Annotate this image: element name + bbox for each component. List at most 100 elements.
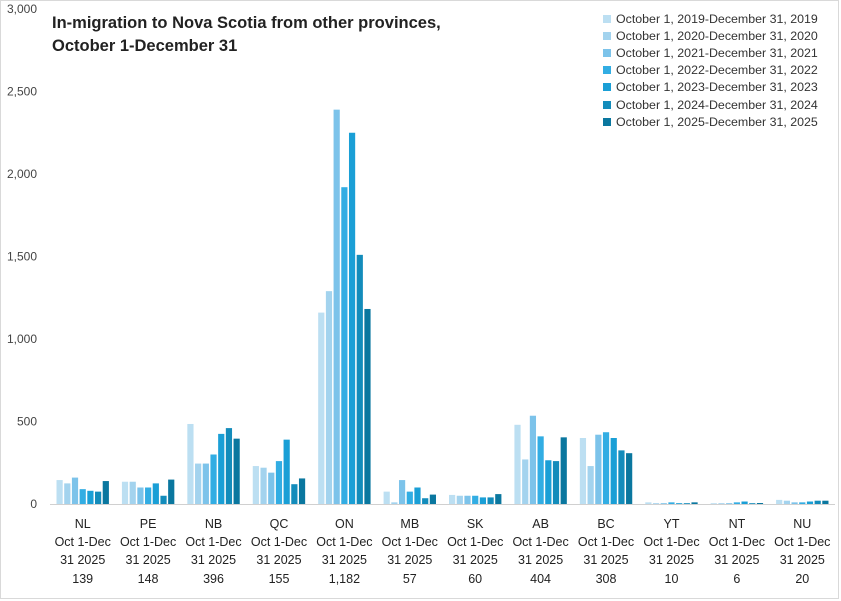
category-period-label: Oct 1-Dec — [382, 535, 438, 549]
bar-nu-series-2 — [783, 500, 790, 504]
legend-swatch — [603, 31, 611, 40]
category-code-label: BC — [597, 517, 614, 531]
legend-swatch — [603, 48, 611, 57]
chart-legend: October 1, 2019-December 31, 2019 October… — [603, 10, 818, 130]
bar-nt-series-3 — [726, 503, 733, 504]
category-code-label: AB — [532, 517, 549, 531]
y-tick-label: 2,000 — [7, 167, 37, 181]
bar-pe-series-5 — [152, 483, 159, 505]
bar-nb-series-4 — [210, 454, 217, 504]
bar-ab-series-1 — [514, 424, 521, 504]
legend-item: October 1, 2025-December 31, 2025 — [603, 113, 818, 130]
bar-qc-series-3 — [268, 472, 275, 504]
bar-on-series-6 — [356, 254, 363, 504]
legend-swatch — [603, 100, 611, 109]
bar-bc-series-5 — [610, 438, 617, 504]
bar-nb-series-1 — [187, 423, 194, 504]
bar-mb-series-3 — [398, 480, 406, 504]
category-period-label: Oct 1-Dec — [447, 535, 503, 549]
bar-yt-series-4 — [668, 502, 675, 504]
bar-yt-series-5 — [676, 503, 683, 504]
chart-title-line-2: October 1-December 31 — [52, 37, 238, 55]
bar-qc-series-4 — [275, 461, 283, 504]
category-value-label: 404 — [530, 572, 551, 586]
bar-nu-series-3 — [791, 502, 798, 504]
bar-qc-series-5 — [283, 439, 290, 504]
bar-ab-series-5 — [545, 460, 552, 504]
category-period2-label: 31 2025 — [126, 553, 171, 567]
bar-ab-series-2 — [522, 459, 529, 504]
bar-on-series-1 — [318, 312, 325, 504]
legend-item: October 1, 2024-December 31, 2024 — [603, 96, 818, 113]
legend-item: October 1, 2021-December 31, 2021 — [603, 44, 818, 61]
bar-bc-series-4 — [602, 432, 610, 504]
category-period-label: Oct 1-Dec — [120, 535, 176, 549]
bar-mb-series-7 — [429, 494, 436, 504]
bar-mb-series-6 — [422, 498, 429, 504]
category-value-label: 139 — [72, 572, 93, 586]
bar-nl-series-2 — [64, 483, 71, 505]
category-value-label: 148 — [138, 572, 159, 586]
legend-label: October 1, 2019-December 31, 2019 — [616, 11, 818, 26]
category-period-label: Oct 1-Dec — [185, 535, 241, 549]
legend-item: October 1, 2022-December 31, 2022 — [603, 62, 818, 79]
bar-on-series-4 — [341, 187, 348, 504]
bar-qc-series-2 — [260, 467, 267, 504]
category-period2-label: 31 2025 — [60, 553, 105, 567]
category-code-label: MB — [400, 517, 419, 531]
bar-on-series-2 — [325, 291, 333, 504]
bar-nl-series-5 — [87, 490, 94, 504]
category-period2-label: 31 2025 — [583, 553, 628, 567]
bar-nl-series-6 — [95, 491, 102, 505]
bar-mb-series-1 — [383, 491, 390, 505]
bar-nb-series-2 — [195, 463, 202, 504]
bar-mb-series-2 — [391, 502, 398, 504]
bar-nl-series-7 — [102, 481, 109, 504]
category-period-label: Oct 1-Dec — [512, 535, 568, 549]
legend-swatch — [603, 83, 611, 92]
category-value-label: 57 — [403, 572, 417, 586]
category-period2-label: 31 2025 — [256, 553, 301, 567]
y-tick-label: 1,500 — [7, 250, 37, 264]
category-value-label: 6 — [733, 572, 740, 586]
bar-bc-series-1 — [579, 438, 587, 504]
category-period2-label: 31 2025 — [191, 553, 236, 567]
bar-sk-series-6 — [487, 497, 494, 504]
category-value-label: 308 — [596, 572, 617, 586]
category-period-label: Oct 1-Dec — [709, 535, 765, 549]
legend-item: October 1, 2020-December 31, 2020 — [603, 27, 818, 44]
bar-qc-series-6 — [291, 484, 298, 504]
bar-nb-series-6 — [225, 428, 233, 504]
category-period2-label: 31 2025 — [780, 553, 825, 567]
y-tick-label: 500 — [17, 415, 37, 429]
bar-sk-series-5 — [479, 497, 487, 504]
bar-on-series-5 — [348, 132, 356, 504]
bar-ab-series-4 — [537, 436, 544, 504]
bar-sk-series-2 — [456, 495, 463, 504]
bar-on-series-7 — [364, 308, 371, 504]
y-tick-label: 3,000 — [7, 2, 37, 16]
bar-nu-series-1 — [776, 499, 783, 505]
bar-yt-series-2 — [652, 503, 660, 504]
bar-nb-series-5 — [218, 433, 225, 505]
bar-nu-series-5 — [806, 501, 814, 504]
bar-nl-series-1 — [56, 480, 63, 504]
bar-nt-series-5 — [741, 501, 748, 504]
legend-label: October 1, 2025-December 31, 2025 — [616, 114, 818, 129]
category-period-label: Oct 1-Dec — [643, 535, 699, 549]
legend-item: October 1, 2023-December 31, 2023 — [603, 79, 818, 96]
category-value-label: 396 — [203, 572, 224, 586]
bar-nt-series-4 — [733, 502, 740, 504]
legend-swatch — [603, 66, 611, 75]
category-period2-label: 31 2025 — [387, 553, 432, 567]
legend-swatch — [603, 117, 611, 126]
category-code-label: ON — [335, 517, 354, 531]
bar-pe-series-7 — [168, 479, 175, 504]
category-period2-label: 31 2025 — [518, 553, 563, 567]
bar-yt-series-3 — [660, 503, 667, 504]
bar-yt-series-7 — [691, 502, 698, 504]
y-tick-label: 1,000 — [7, 332, 37, 346]
bar-pe-series-1 — [121, 481, 129, 504]
